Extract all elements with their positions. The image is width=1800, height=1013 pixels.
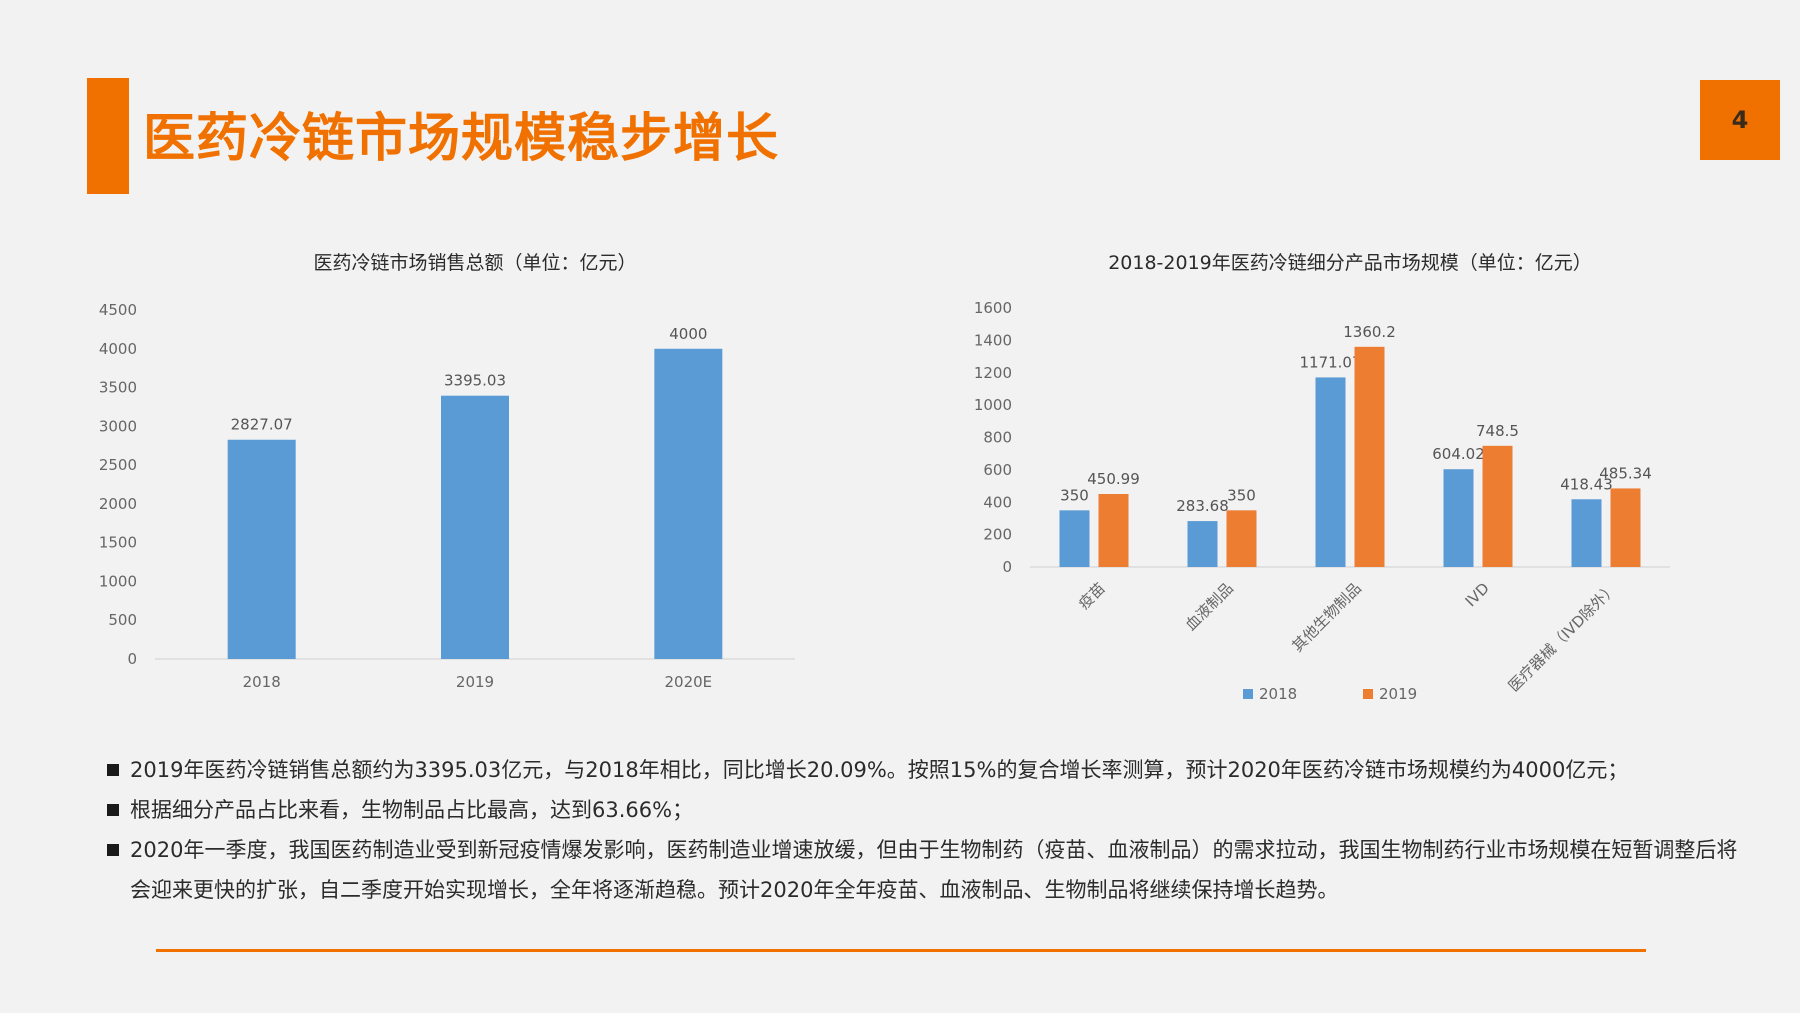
data-label: 350 (1227, 486, 1256, 504)
bullet-item: 2020年一季度，我国医药制造业受到新冠疫情爆发影响，医药制造业增速放缓，但由于… (104, 830, 1744, 910)
y-tick-label: 1600 (974, 299, 1012, 317)
bar (1610, 488, 1641, 567)
y-tick-label: 500 (108, 611, 137, 629)
page-number-badge: 4 (1700, 80, 1780, 160)
bar (1098, 493, 1129, 567)
x-tick-label: 其他生物制品 (1288, 579, 1364, 655)
data-label: 418.43 (1560, 475, 1613, 493)
bar (1443, 469, 1474, 567)
data-label: 283.68 (1176, 497, 1229, 515)
y-tick-label: 200 (983, 526, 1012, 544)
x-tick-label: IVD (1462, 579, 1493, 610)
data-label: 604.02 (1432, 445, 1485, 463)
summary-bullet-list: 2019年医药冷链销售总额约为3395.03亿元，与2018年相比，同比增长20… (104, 750, 1744, 910)
segment-market-bar-chart: 2018-2019年医药冷链细分产品市场规模（单位：亿元） 0 200 400 600 8… (974, 252, 1670, 703)
x-tick-label: 血液制品 (1182, 579, 1237, 634)
bar (441, 395, 509, 659)
bar (1315, 377, 1346, 567)
data-label: 3395.03 (444, 372, 506, 390)
bar (1059, 510, 1090, 567)
x-tick-label: 2019 (456, 673, 494, 691)
data-label: 1171.07 (1299, 353, 1361, 371)
x-tick-label: 疫苗 (1075, 579, 1109, 613)
title-accent-bar (87, 78, 129, 194)
data-label: 450.99 (1087, 470, 1140, 488)
y-tick-label: 1500 (99, 534, 137, 552)
chart-title: 2018-2019年医药冷链细分产品市场规模（单位：亿元） (1108, 252, 1592, 274)
bar (227, 439, 296, 659)
bar (1571, 499, 1602, 567)
x-tick-label: 2020E (665, 673, 713, 691)
y-tick-label: 800 (983, 429, 1012, 447)
data-label: 4000 (669, 325, 707, 343)
bullet-item: 2019年医药冷链销售总额约为3395.03亿元，与2018年相比，同比增长20… (104, 750, 1744, 790)
y-tick-label: 2000 (99, 495, 137, 513)
y-tick-label: 600 (983, 461, 1012, 479)
data-label: 748.5 (1476, 422, 1519, 440)
bar (1482, 445, 1513, 567)
sales-total-bar-chart: 医药冷链市场销售总额（单位：亿元） 0 500 1000 1500 2000 2500 300… (99, 252, 795, 691)
y-tick-label: 3500 (99, 379, 137, 397)
page-title: 医药冷链市场规模稳步增长 (143, 109, 780, 169)
y-tick-label: 4500 (99, 301, 137, 319)
data-label: 1360.2 (1343, 323, 1396, 341)
bullet-item: 根据细分产品占比来看，生物制品占比最高，达到63.66%； (104, 790, 1744, 830)
bar (1226, 510, 1257, 567)
x-tick-label: 医疗器械（IVD除外） (1505, 579, 1621, 695)
y-tick-label: 3000 (99, 417, 137, 435)
legend-swatch (1363, 689, 1373, 699)
bar (654, 348, 723, 659)
bar (1354, 346, 1385, 567)
y-tick-label: 400 (983, 493, 1012, 511)
y-tick-label: 1200 (974, 364, 1012, 382)
legend-label: 2018 (1259, 685, 1297, 703)
x-tick-label: 2018 (243, 673, 281, 691)
legend-label: 2019 (1379, 685, 1417, 703)
y-tick-label: 4000 (99, 340, 137, 358)
y-tick-label: 1000 (974, 396, 1012, 414)
bottom-divider (156, 949, 1646, 952)
y-tick-label: 2500 (99, 456, 137, 474)
y-tick-label: 0 (1002, 558, 1012, 576)
data-label: 485.34 (1599, 464, 1652, 482)
y-tick-label: 1000 (99, 572, 137, 590)
chart-title: 医药冷链市场销售总额（单位：亿元） (313, 252, 636, 274)
y-tick-label: 1400 (974, 331, 1012, 349)
bar (1187, 521, 1218, 567)
data-label: 350 (1060, 486, 1089, 504)
data-label: 2827.07 (231, 416, 293, 434)
y-tick-label: 0 (127, 650, 137, 668)
legend-swatch (1243, 689, 1253, 699)
